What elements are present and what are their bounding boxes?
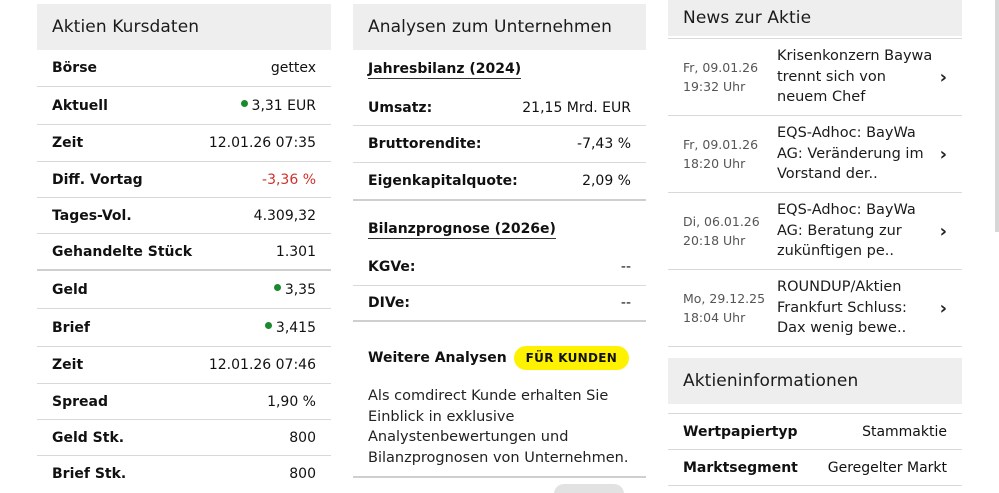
weitere-analysen: Weitere Analysen FÜR KUNDEN <box>353 322 646 386</box>
jahresbilanz-row-bruttorendite: Bruttorendite: -7,43 % <box>353 126 646 163</box>
chevron-right-icon[interactable]: › <box>939 297 947 319</box>
news-item[interactable]: Mo, 29.12.25 18:04 Uhr ROUNDUP/Aktien Fr… <box>668 270 962 347</box>
prognose-row-kgve: KGVe: -- <box>353 249 646 286</box>
row-label: Diff. Vortag <box>52 171 143 188</box>
jahresbilanz-row-umsatz: Umsatz: 21,15 Mrd. EUR <box>353 90 646 126</box>
row-value: 1.301 <box>275 243 316 260</box>
kursdaten-row-geld-stk: Geld Stk. 800 <box>37 420 331 456</box>
kursdaten-row-spread: Spread 1,90 % <box>37 384 331 420</box>
row-value: 1,90 % <box>267 393 316 410</box>
row-label: Geld Stk. <box>52 429 125 446</box>
analysen-panel: Analysen zum Unternehmen Jahresbilanz (2… <box>353 0 646 493</box>
kursdaten-row-zeit-2: Zeit 12.01.26 07:46 <box>37 347 331 384</box>
row-value: -3,36 % <box>262 171 316 188</box>
row-value: 2,09 % <box>582 173 631 189</box>
row-label: Spread <box>52 393 108 410</box>
news-headline[interactable]: ROUNDUP/Aktien Frankfurt Schluss: Dax we… <box>777 279 907 337</box>
row-value: 4.309,32 <box>253 207 316 224</box>
row-value: -- <box>620 295 631 311</box>
news-headline[interactable]: Krisenkonzern Baywa trennt sich von neue… <box>777 48 933 106</box>
news-item[interactable]: Fr, 09.01.26 18:20 Uhr EQS-Adhoc: BayWa … <box>668 116 962 193</box>
row-value: gettex <box>270 60 316 76</box>
news-time: 19:32 Uhr <box>683 79 746 94</box>
chevron-right-icon[interactable]: › <box>939 220 947 242</box>
row-label: Zeit <box>52 357 84 373</box>
row-label: Gehandelte Stück <box>52 243 193 260</box>
row-value: -7,43 % <box>577 136 631 152</box>
news-item[interactable]: Di, 06.01.26 20:18 Uhr EQS-Adhoc: BayWa … <box>668 193 962 270</box>
news-date: Fr, 09.01.26 <box>683 60 759 75</box>
kursdaten-row-boerse: Börse gettex <box>37 50 331 87</box>
aktieninfo-row-marktsegment: Marktsegment Geregelter Markt <box>668 450 962 486</box>
scrollbar[interactable] <box>995 0 999 232</box>
news-title: News zur Aktie <box>668 0 962 36</box>
row-label: Eigenkapitalquote: <box>368 173 518 189</box>
divider <box>668 404 962 414</box>
row-label: Brief <box>52 319 90 336</box>
prognose-row-dive: DIVe: -- <box>353 286 646 322</box>
row-label: Tages-Vol. <box>52 207 132 224</box>
row-value: Stammaktie <box>862 423 947 440</box>
kursdaten-row-gehandelte-stueck: Gehandelte Stück 1.301 <box>37 234 331 271</box>
news-date: Mo, 29.12.25 <box>683 291 766 306</box>
row-label: Brief Stk. <box>52 466 127 482</box>
weitere-analysen-label: Weitere Analysen <box>368 350 507 366</box>
row-value: 12.01.26 07:35 <box>208 135 316 151</box>
row-value: 800 <box>289 466 316 482</box>
news-date: Fr, 09.01.26 <box>683 137 759 152</box>
row-label: KGVe: <box>368 259 416 275</box>
row-value: Geregelter Markt <box>827 459 947 476</box>
kursdaten-row-tages-vol: Tages-Vol. 4.309,32 <box>37 198 331 234</box>
news-date: Di, 06.01.26 <box>683 214 760 229</box>
news-time: 18:20 Uhr <box>683 156 746 171</box>
divider <box>668 36 962 39</box>
aktieninfo-row-wertpapiertyp: Wertpapiertyp Stammaktie <box>668 414 962 450</box>
row-label: Bruttorendite: <box>368 136 482 152</box>
news-headline[interactable]: EQS-Adhoc: BayWa AG: Veränderung im Vors… <box>777 125 924 183</box>
row-label: Marktsegment <box>683 459 798 476</box>
news-headline[interactable]: EQS-Adhoc: BayWa AG: Beratung zur zukünf… <box>777 202 916 260</box>
row-label: Zeit <box>52 135 84 151</box>
row-label: Aktuell <box>52 97 108 114</box>
row-value: 21,15 Mrd. EUR <box>522 99 631 116</box>
kursdaten-row-diff-vortag: Diff. Vortag -3,36 % <box>37 162 331 198</box>
analysen-title: Analysen zum Unternehmen <box>353 4 646 50</box>
kursdaten-row-brief: Brief 3,415 <box>37 309 331 347</box>
jahresbilanz-row-eigenkapitalquote: Eigenkapitalquote: 2,09 % <box>353 163 646 201</box>
kursdaten-title: Aktien Kursdaten <box>37 4 331 50</box>
row-value: -- <box>620 259 631 275</box>
kursdaten-row-zeit: Zeit 12.01.26 07:35 <box>37 125 331 162</box>
fuer-kunden-badge: FÜR KUNDEN <box>513 346 630 370</box>
more-button[interactable] <box>554 484 624 493</box>
chevron-right-icon[interactable]: › <box>939 143 947 165</box>
news-panel: News zur Aktie Fr, 09.01.26 19:32 Uhr Kr… <box>668 0 962 486</box>
row-value: 3,415 <box>275 319 316 336</box>
news-item[interactable]: Fr, 09.01.26 19:32 Uhr Krisenkonzern Bay… <box>668 39 962 116</box>
news-time: 18:04 Uhr <box>683 310 746 325</box>
kursdaten-row-aktuell: Aktuell 3,31 EUR <box>37 87 331 125</box>
status-dot-icon <box>273 284 281 291</box>
kursdaten-row-geld: Geld 3,35 <box>37 271 331 309</box>
status-dot-icon <box>264 322 272 329</box>
news-time: 20:18 Uhr <box>683 233 746 248</box>
row-value: 12.01.26 07:46 <box>208 357 316 373</box>
row-label: Wertpapiertyp <box>683 423 798 440</box>
divider <box>353 476 646 478</box>
row-value: 800 <box>289 429 316 446</box>
chevron-right-icon[interactable]: › <box>939 66 947 88</box>
jahresbilanz-heading: Jahresbilanz (2024) <box>368 61 522 79</box>
analysen-description: Als comdirect Kunde erhalten Sie Einblic… <box>368 388 629 466</box>
row-label: DIVe: <box>368 295 410 311</box>
status-dot-icon <box>240 100 248 107</box>
row-label: Umsatz: <box>368 99 433 116</box>
row-value: 3,35 <box>284 281 316 298</box>
kursdaten-row-brief-stk: Brief Stk. 800 <box>37 456 331 492</box>
aktieninfo-title: Aktieninformationen <box>668 358 962 404</box>
bilanzprognose-heading: Bilanzprognose (2026e) <box>368 221 556 239</box>
row-value: 3,31 EUR <box>251 97 316 114</box>
kursdaten-panel: Aktien Kursdaten Börse gettex Aktuell 3,… <box>37 0 331 492</box>
row-label: Geld <box>52 281 88 298</box>
row-label: Börse <box>52 60 98 76</box>
